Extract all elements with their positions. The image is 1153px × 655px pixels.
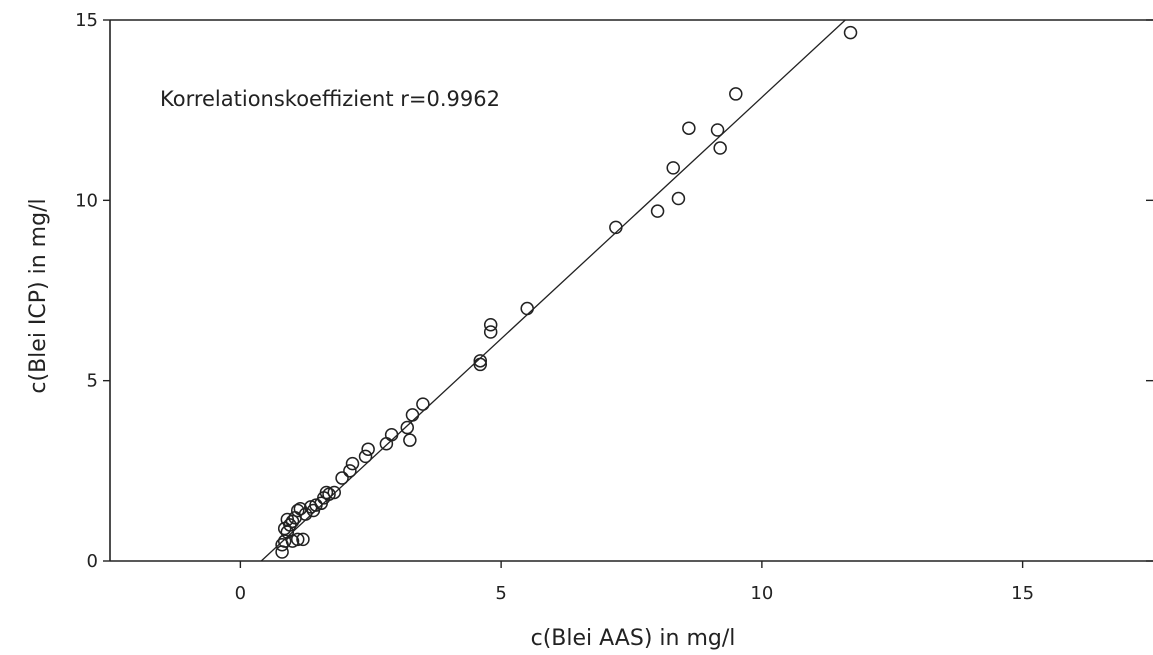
data-point (729, 87, 743, 101)
y-axis-title: c(Blei ICP) in mg/l (26, 198, 51, 393)
data-point (682, 121, 696, 135)
data-point (650, 204, 665, 218)
data-point (290, 532, 305, 547)
data-point (473, 354, 488, 368)
x-tick-label: 5 (495, 583, 506, 604)
plot-frame (109, 19, 1153, 562)
data-point (275, 545, 289, 559)
x-tick-label: 10 (750, 583, 773, 604)
data-point (483, 325, 498, 339)
data-point (319, 485, 334, 500)
data-point (379, 437, 394, 451)
data-point (384, 428, 399, 442)
data-point (327, 485, 341, 500)
data-point (405, 408, 420, 422)
data-point (520, 301, 534, 316)
y-tick-label: 5 (87, 371, 98, 392)
data-point (666, 161, 680, 175)
data-point (713, 141, 727, 155)
data-point (296, 532, 310, 547)
axis-ticks: 0 5 10 15 0 5 10 15 (75, 10, 1153, 604)
data-point (285, 514, 300, 529)
data-point (609, 220, 623, 235)
x-tick-label: 15 (1011, 583, 1034, 604)
data-point (358, 449, 373, 464)
data-point (403, 433, 417, 447)
x-tick-label: 0 (235, 583, 246, 604)
data-point (400, 420, 415, 435)
y-tick-label: 15 (75, 10, 98, 31)
y-tick-label: 10 (75, 190, 98, 211)
y-tick-label: 0 (87, 551, 98, 572)
data-point (361, 442, 375, 456)
x-axis-title: c(Blei AAS) in mg/l (531, 626, 736, 651)
data-point (473, 357, 488, 372)
correlation-annotation: Korrelationskoeffizient r=0.9962 (160, 87, 500, 111)
data-point (335, 471, 349, 485)
data-point (710, 123, 725, 137)
data-point (277, 534, 292, 548)
data-point (343, 464, 357, 478)
data-point (290, 503, 305, 518)
data-point (483, 318, 498, 332)
data-point (345, 456, 360, 471)
data-points (275, 25, 858, 559)
data-point (843, 25, 858, 40)
data-point (671, 191, 686, 206)
regression-line (260, 19, 846, 562)
data-point (416, 397, 430, 411)
